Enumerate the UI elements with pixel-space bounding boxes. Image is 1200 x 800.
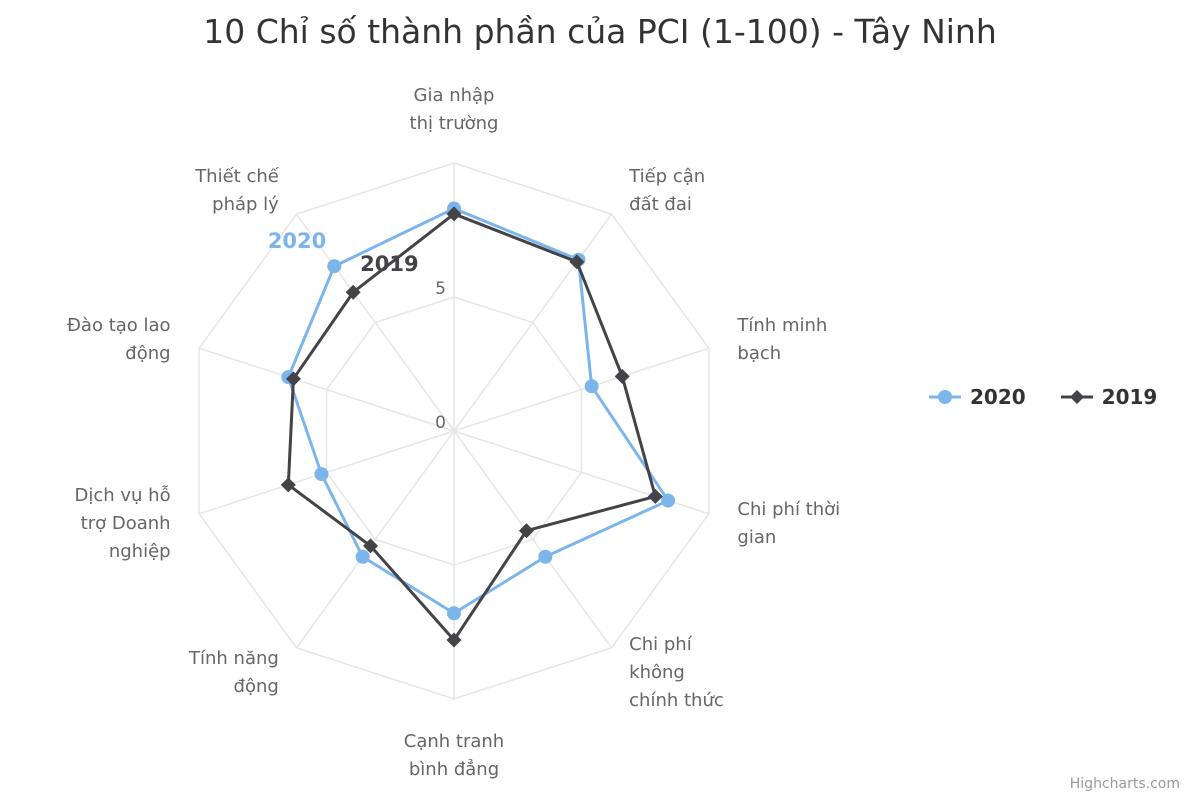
series-layer	[280, 201, 676, 648]
legend-item-2019[interactable]: 2019	[1060, 383, 1158, 411]
category-label-line: Tiếp cận	[628, 166, 705, 187]
series-name-label: 2019	[360, 252, 418, 276]
y-tick-label: 5	[435, 279, 446, 299]
category-label-line: Gia nhập	[414, 85, 495, 106]
category-labels: Gia nhập thị trường Tiếp cận đất đai Tính mi…	[67, 85, 840, 780]
data-point-2019	[446, 632, 462, 648]
series-line-2020	[286, 207, 670, 615]
data-point-2020	[355, 549, 370, 564]
data-point-2019	[345, 284, 361, 300]
category-label-line: trợ Doanh	[81, 513, 171, 534]
y-tick-label: 0	[435, 413, 446, 433]
category-label-line: gian	[737, 527, 776, 548]
category-label-line: động	[234, 676, 279, 697]
category-label-line: nghiệp	[109, 541, 171, 562]
data-point-2019	[518, 523, 534, 539]
category-label: Tính minh bạch	[736, 315, 827, 364]
data-point-2020	[538, 549, 553, 564]
data-point-2019	[280, 477, 296, 493]
category-label: Tiếp cận đất đai	[628, 166, 705, 215]
category-label-line: bạch	[737, 343, 781, 364]
category-label: Cạnh tranh bình đẳng	[404, 731, 504, 780]
y-axis-ticks: 05	[435, 279, 446, 433]
legend-diamond-icon	[1060, 390, 1093, 404]
category-label-line: Dịch vụ hỗ	[74, 485, 170, 506]
category-label: Tính năng động	[188, 648, 279, 697]
data-point-2019	[569, 254, 585, 270]
legend-circle-icon	[929, 390, 961, 404]
data-point-2020	[327, 259, 342, 274]
category-label-line: Đào tạo lao	[67, 315, 171, 336]
category-label: Thiết chế pháp lý	[194, 166, 280, 215]
grid	[198, 162, 710, 700]
category-label: Dịch vụ hỗ trợ Doanh nghiệp	[74, 485, 170, 562]
data-point-2019	[647, 488, 663, 504]
data-point-2019	[363, 538, 379, 554]
category-label-line: Tính minh	[736, 315, 827, 336]
category-label: Chi phí không chính thức	[629, 634, 724, 711]
legend-label: 2019	[1101, 385, 1158, 409]
category-label-line: đất đai	[629, 194, 692, 215]
category-label: Đào tạo lao động	[67, 315, 171, 364]
category-label-line: bình đẳng	[409, 759, 499, 780]
category-label-line: Cạnh tranh	[404, 731, 504, 752]
category-label-line: động	[125, 343, 170, 364]
category-label: Gia nhập thị trường	[410, 85, 499, 134]
category-label-line: không	[629, 662, 685, 683]
grid-ring	[198, 162, 710, 700]
series-labels: 2020 2019	[268, 229, 419, 276]
data-point-2020	[314, 467, 329, 482]
data-point-2020	[447, 606, 461, 621]
legend-item-2020[interactable]: 2020	[928, 383, 1026, 411]
category-label-line: Chi phí	[629, 634, 693, 655]
category-label: Chi phí thời gian	[737, 499, 840, 548]
legend-label: 2020	[970, 385, 1026, 409]
category-label-line: chính thức	[629, 690, 724, 711]
category-label-line: thị trường	[410, 113, 499, 134]
data-point-2020	[661, 493, 676, 508]
chart-title: 10 Chỉ số thành phần của PCI (1-100) - T…	[203, 12, 997, 51]
category-label-line: Thiết chế	[194, 166, 280, 187]
category-label-line: Tính năng	[188, 648, 279, 669]
data-point-2019	[446, 206, 462, 222]
data-point-2019	[285, 371, 301, 387]
grid-ring	[325, 296, 583, 566]
series-name-label: 2020	[268, 229, 326, 253]
data-point-2020	[584, 379, 599, 394]
category-label-line: Chi phí thời	[737, 499, 840, 520]
legend: 2020 2019	[928, 383, 1157, 411]
credits-link[interactable]: Highcharts.com	[1069, 776, 1180, 792]
data-point-2019	[614, 368, 630, 384]
category-label-line: pháp lý	[212, 194, 279, 215]
